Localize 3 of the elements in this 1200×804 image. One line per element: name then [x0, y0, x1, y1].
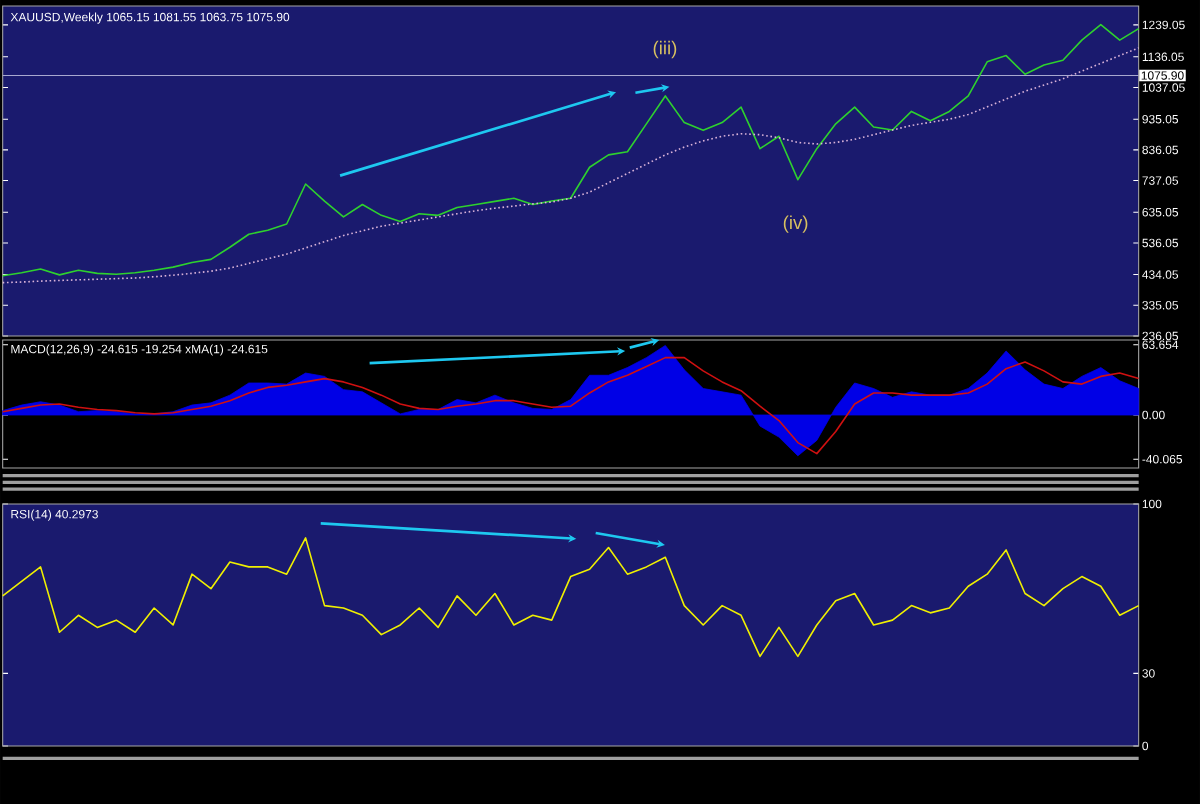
annotation: (iii) — [653, 40, 677, 59]
line-series — [1, 537, 1140, 658]
annotation: (iv) — [783, 215, 808, 233]
